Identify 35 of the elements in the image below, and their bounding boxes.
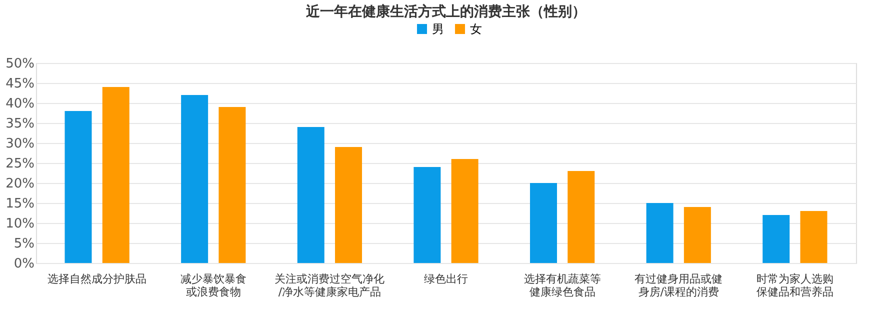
- y-tick-label: 35%: [6, 116, 34, 132]
- bar: [414, 167, 441, 263]
- bar: [568, 171, 595, 263]
- bar: [646, 203, 674, 263]
- bar: [800, 211, 828, 263]
- y-tick-label: 25%: [6, 156, 34, 172]
- bar: [218, 107, 246, 263]
- y-tick-label: 50%: [6, 56, 34, 72]
- x-tick-label: 时常为家人选购保健品和营养品: [756, 272, 834, 298]
- x-tick-label: 绿色出行: [424, 272, 468, 286]
- x-tick-label: 选择自然成分护肤品: [48, 272, 147, 286]
- y-tick-label: 10%: [6, 216, 34, 232]
- y-tick-label: 30%: [6, 136, 34, 152]
- bar: [530, 183, 557, 263]
- bar: [64, 111, 92, 263]
- bar: [762, 215, 790, 263]
- chart-title: 近一年在健康生活方式上的消费主张（性别）: [305, 3, 586, 20]
- y-tick-label: 5%: [14, 236, 34, 252]
- bar: [684, 207, 711, 263]
- y-tick-label: 40%: [6, 96, 34, 112]
- y-tick-label: 45%: [6, 76, 34, 92]
- y-tick-label: 0%: [14, 256, 34, 272]
- legend-label: 女: [470, 22, 482, 36]
- bar: [181, 95, 208, 263]
- x-tick-label: 关注或消费过空气净化/净水等健康家电产品: [274, 272, 385, 298]
- y-tick-label: 15%: [6, 196, 34, 212]
- y-tick-label: 20%: [6, 176, 34, 192]
- bar: [297, 127, 324, 263]
- legend-label: 男: [432, 22, 444, 36]
- bar: [451, 159, 478, 263]
- x-tick-label: 有过健身用品或健身房/课程的消费: [634, 272, 723, 298]
- bar: [102, 87, 130, 263]
- x-tick-label: 减少暴饮暴食或浪费食物: [180, 272, 246, 298]
- x-tick-label: 选择有机蔬菜等健康绿色食品: [524, 272, 601, 298]
- bar: [335, 147, 362, 263]
